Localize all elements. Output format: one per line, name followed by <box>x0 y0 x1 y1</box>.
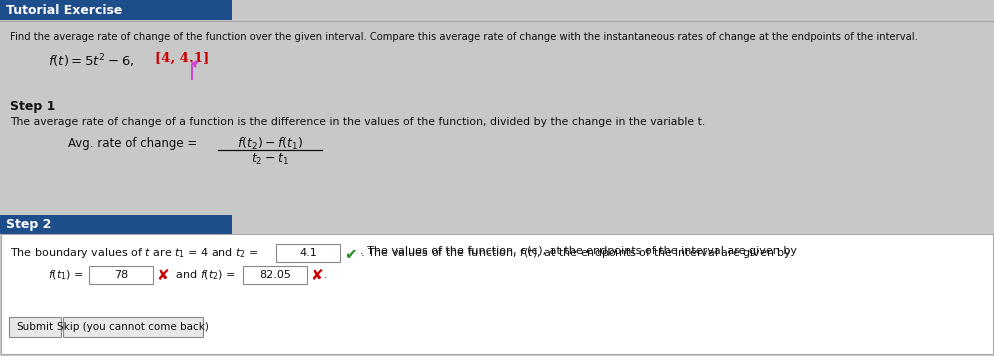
Text: ✘: ✘ <box>156 268 169 283</box>
Text: Skip (you cannot come back): Skip (you cannot come back) <box>57 322 209 332</box>
FancyBboxPatch shape <box>9 317 61 337</box>
Text: and $f(t_2)$ =: and $f(t_2)$ = <box>172 268 237 282</box>
Text: ✘: ✘ <box>310 268 322 283</box>
Text: Avg. rate of change =: Avg. rate of change = <box>68 137 197 150</box>
Text: 78: 78 <box>113 270 128 280</box>
Text: $f(t_2) - f(t_1)$: $f(t_2) - f(t_1)$ <box>237 136 303 152</box>
Text: The boundary values of $t$ are $t_1$ = 4 and $t_2$ =: The boundary values of $t$ are $t_1$ = 4… <box>10 246 259 260</box>
Text: .: . <box>324 270 327 280</box>
Text: Tutorial Exercise: Tutorial Exercise <box>6 4 122 16</box>
Polygon shape <box>192 61 198 80</box>
FancyBboxPatch shape <box>0 215 232 234</box>
Text: . The values of the function, $f(t)$, at the endpoints of the interval are given: . The values of the function, $f(t)$, at… <box>360 246 791 260</box>
Text: The average rate of change of a function is the difference in the values of the : The average rate of change of a function… <box>10 117 705 127</box>
Text: Step 1: Step 1 <box>10 100 56 113</box>
Text: . The values of the function, ϵ(ϵ), at the endpoints of the interval are given b: . The values of the function, ϵ(ϵ), at t… <box>360 246 796 256</box>
Text: $f(t_1)$ =: $f(t_1)$ = <box>48 268 84 282</box>
Text: Step 2: Step 2 <box>6 218 52 231</box>
Text: $t_2 - t_1$: $t_2 - t_1$ <box>250 152 288 167</box>
Text: [4, 4.1]: [4, 4.1] <box>155 52 209 65</box>
FancyBboxPatch shape <box>243 266 307 284</box>
Text: Find the average rate of change of the function over the given interval. Compare: Find the average rate of change of the f… <box>10 32 916 42</box>
Text: Submit: Submit <box>17 322 54 332</box>
Text: 82.05: 82.05 <box>258 270 290 280</box>
Text: ✔: ✔ <box>344 247 357 262</box>
FancyBboxPatch shape <box>63 317 203 337</box>
FancyBboxPatch shape <box>1 234 992 354</box>
FancyBboxPatch shape <box>275 244 340 262</box>
Text: 4.1: 4.1 <box>299 248 316 258</box>
FancyBboxPatch shape <box>0 0 232 20</box>
Text: $\mathit{f}(\mathit{t}) = 5\mathit{t}^2 - 6,$: $\mathit{f}(\mathit{t}) = 5\mathit{t}^2 … <box>48 52 134 70</box>
FancyBboxPatch shape <box>88 266 153 284</box>
